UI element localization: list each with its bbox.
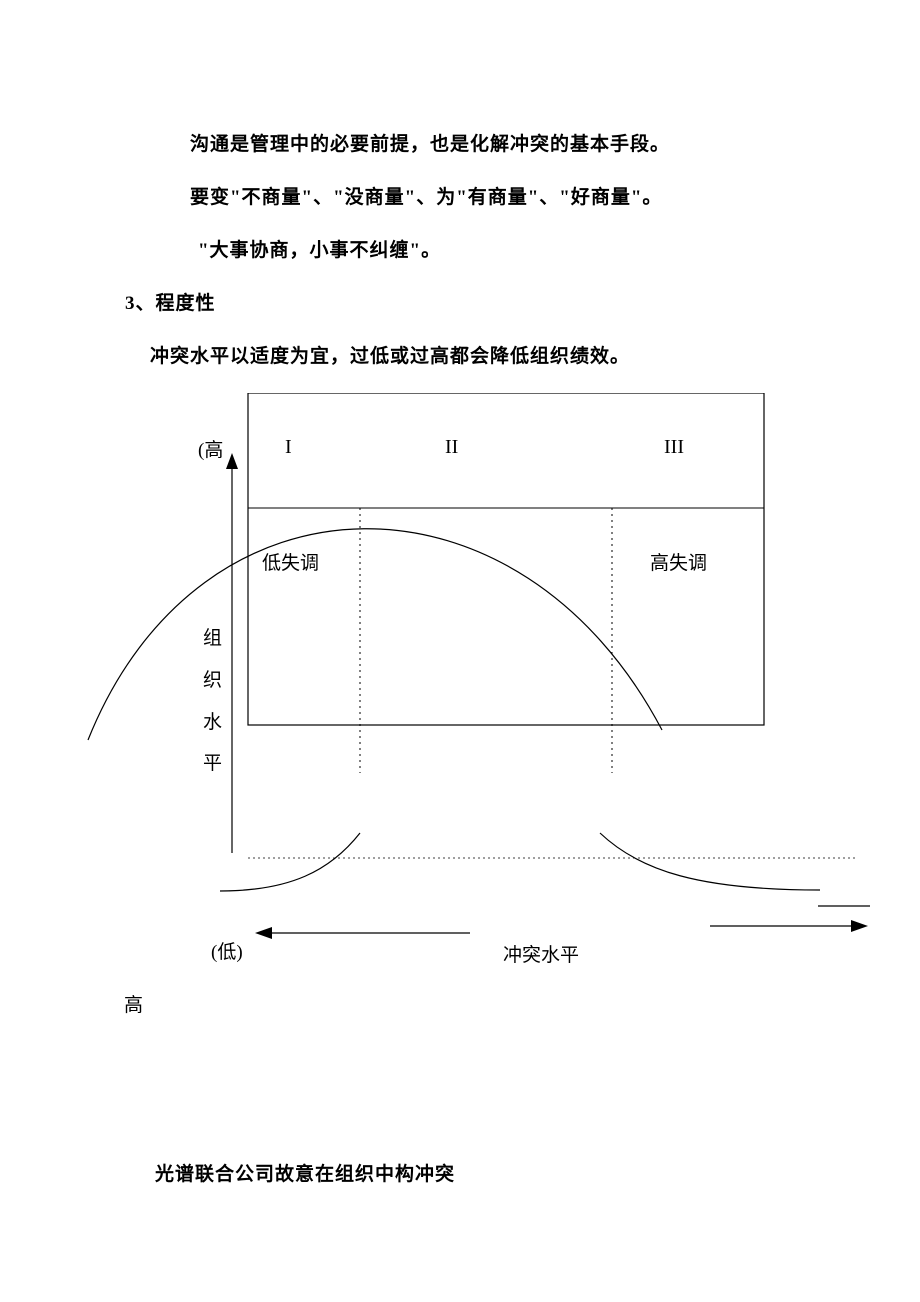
x-axis-low-label: (低) bbox=[211, 937, 243, 964]
x-right-arrowhead bbox=[851, 920, 868, 932]
left-curve-tail bbox=[220, 833, 360, 891]
performance-curve bbox=[88, 529, 662, 740]
conflict-level-diagram bbox=[0, 393, 920, 973]
region-2-label: II bbox=[445, 436, 458, 459]
y-axis-arrowhead bbox=[226, 453, 238, 469]
paragraph-line-3: "大事协商，小事不纠缠"。 bbox=[198, 234, 441, 268]
paragraph-line-2: 要变"不商量"、"没商量"、为"有商量"、"好商量"。 bbox=[190, 181, 662, 215]
x-axis-label: 冲突水平 bbox=[503, 940, 579, 967]
corner-high-label: 高 bbox=[124, 990, 143, 1017]
y-axis-vertical-label: 组织水平 bbox=[203, 618, 222, 785]
low-dysfunction-label: 低失调 bbox=[262, 548, 319, 575]
region-1-label: I bbox=[285, 436, 292, 459]
paragraph-line-1: 沟通是管理中的必要前提，也是化解冲突的基本手段。 bbox=[190, 128, 670, 162]
region-3-label: III bbox=[664, 436, 684, 459]
x-left-arrowhead bbox=[255, 927, 272, 939]
y-axis-vertical-text: 组织水平 bbox=[203, 618, 222, 785]
paragraph-line-4: 冲突水平以适度为宜，过低或过高都会降低组织绩效。 bbox=[150, 340, 630, 374]
right-curve-tail bbox=[600, 833, 820, 890]
high-dysfunction-label: 高失调 bbox=[650, 548, 707, 575]
bottom-heading: 光谱联合公司故意在组织中构冲突 bbox=[155, 1158, 455, 1192]
section-heading-3: 3、程度性 bbox=[125, 287, 216, 321]
y-axis-high-label: (高 bbox=[198, 435, 223, 462]
